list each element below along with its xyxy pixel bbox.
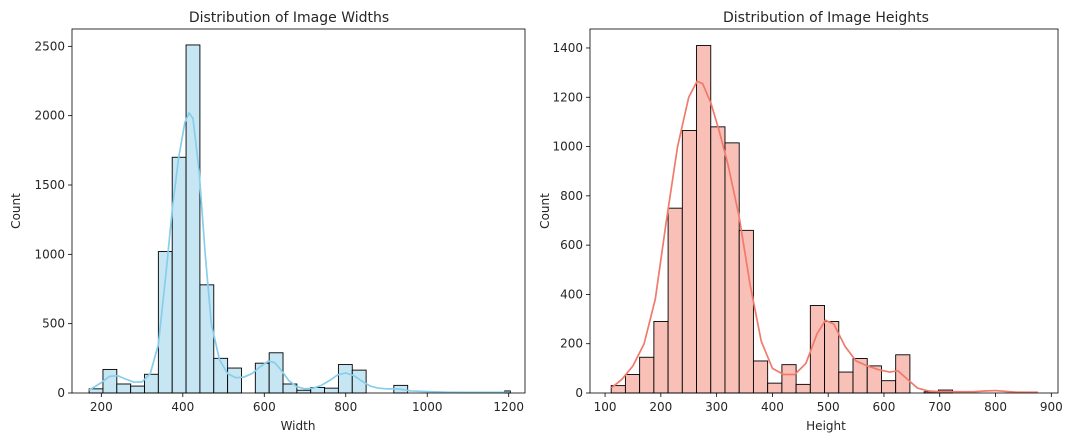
width-chart-title: Distribution of Image Widths [189, 10, 389, 26]
width-bar-7 [185, 44, 201, 394]
width-bar-8 [199, 284, 215, 394]
width-bar-17 [324, 387, 339, 394]
width-bar-2 [116, 383, 132, 394]
width-plot-frame [71, 28, 526, 394]
width-y-tick-label: 0 [57, 386, 65, 400]
height-histogram-chart: Distribution of Image Heights 100 200 300 4… [538, 10, 1063, 433]
height-bar-13 [795, 383, 811, 394]
height-x-tick-label: 600 [873, 400, 896, 414]
width-bar-13 [268, 352, 284, 394]
height-bar-11 [767, 382, 783, 394]
width-bars [88, 44, 511, 394]
height-y-tick-label: 800 [560, 189, 583, 203]
width-x-axis-ticks: 200 400 600 800 1000 1200 [90, 393, 524, 414]
height-x-axis-ticks: 100 200 300 400 500 600 700 800 900 [594, 393, 1063, 414]
width-y-tick-label: 2500 [34, 39, 65, 53]
width-bar-1 [102, 368, 118, 394]
height-y-tick-label: 600 [560, 238, 583, 252]
height-y-tick-label: 1400 [552, 41, 583, 55]
width-y-tick-label: 500 [42, 317, 65, 331]
width-y-tick-label: 1500 [34, 178, 65, 192]
height-bar-10 [752, 360, 769, 394]
width-x-tick-label: 1000 [412, 400, 443, 414]
height-x-tick-label: 800 [984, 400, 1007, 414]
height-bar-1 [624, 374, 641, 394]
height-bar-3 [653, 321, 669, 394]
height-y-tick-label: 1000 [552, 140, 583, 154]
height-y-tick-label: 1200 [552, 90, 583, 104]
height-y-tick-label: 200 [560, 337, 583, 351]
height-x-tick-label: 200 [649, 400, 672, 414]
height-x-tick-label: 500 [817, 400, 840, 414]
height-plot-frame [589, 28, 1059, 394]
width-y-axis-ticks: 0 500 1000 1500 2000 2500 [34, 39, 72, 400]
height-y-tick-label: 400 [560, 287, 583, 301]
height-x-tick-label: 300 [705, 400, 728, 414]
height-chart-title: Distribution of Image Heights [723, 10, 929, 26]
height-bar-2 [639, 356, 655, 394]
height-x-tick-label: 900 [1040, 400, 1063, 414]
width-bar-9 [213, 357, 229, 394]
height-bar-15 [824, 321, 840, 394]
width-x-axis-label: Width [281, 419, 316, 433]
width-y-tick-label: 2000 [34, 109, 65, 123]
height-bar-7 [710, 126, 726, 394]
width-x-tick-label: 200 [90, 400, 113, 414]
height-bar-16 [838, 371, 854, 394]
height-x-axis-label: Height [806, 419, 846, 433]
width-bar-12 [254, 362, 270, 394]
width-y-axis-label: Count [9, 193, 23, 229]
height-y-axis-ticks: 0 200 400 600 800 1000 1200 1400 [552, 41, 590, 400]
height-bar-20 [895, 354, 911, 394]
height-bar-4 [667, 207, 683, 394]
width-bar-18 [337, 364, 353, 394]
height-bar-5 [681, 130, 697, 394]
height-x-tick-label: 400 [761, 400, 784, 414]
width-bar-10 [227, 367, 242, 394]
height-bar-12 [781, 364, 797, 394]
height-x-tick-label: 700 [928, 400, 951, 414]
height-bar-9 [738, 229, 754, 394]
height-kde-line [610, 80, 1038, 394]
height-y-axis-label: Count [538, 193, 552, 229]
width-kde-line [88, 112, 509, 394]
height-y-tick-label: 0 [575, 386, 583, 400]
height-x-tick-label: 100 [594, 400, 617, 414]
width-bar-15 [296, 389, 312, 394]
width-x-tick-label: 1200 [493, 400, 524, 414]
width-x-tick-label: 800 [334, 400, 357, 414]
width-x-tick-label: 600 [253, 400, 276, 414]
width-histogram-chart: Distribution of Image Widths 200 400 600 80… [9, 10, 526, 433]
width-bar-3 [130, 385, 145, 394]
height-bars [610, 45, 954, 394]
width-x-tick-label: 400 [171, 400, 194, 414]
height-bar-19 [881, 380, 897, 394]
width-y-tick-label: 1000 [34, 247, 65, 261]
height-bar-14 [809, 305, 826, 394]
